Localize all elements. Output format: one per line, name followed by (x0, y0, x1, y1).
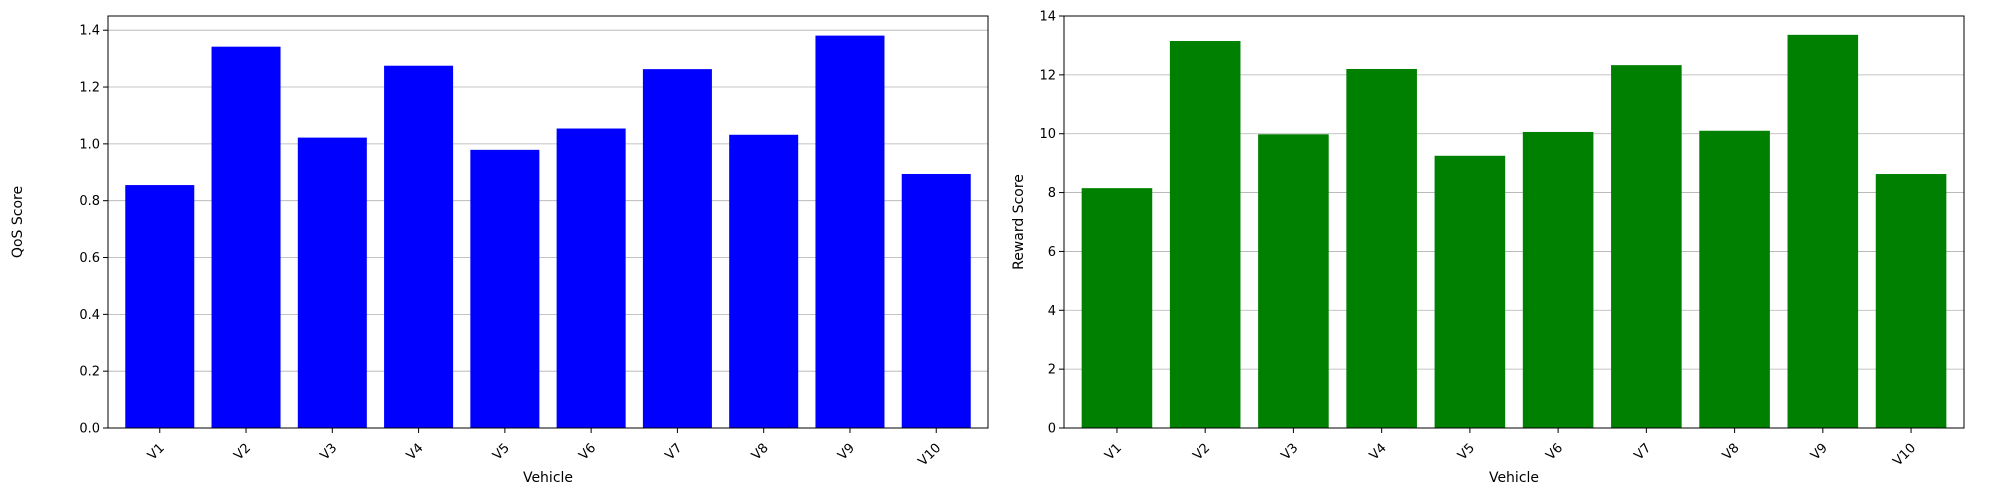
qos-ytick-label: 1.0 (79, 137, 100, 152)
qos-axes-frame (107, 15, 989, 429)
reward-axes-frame (1063, 15, 1965, 429)
reward-bar-v6 (1522, 131, 1594, 428)
qos-bar-v1 (125, 185, 195, 428)
reward-xtick-label: V2 (1190, 441, 1213, 464)
qos-xtick-label: V10 (916, 441, 945, 470)
qos-ytick-label: 0.2 (79, 365, 100, 380)
reward-xtick-label: V5 (1455, 441, 1478, 464)
qos-bar-v10 (901, 173, 971, 428)
reward-xtick-label: V10 (1890, 441, 1919, 470)
qos-subplot: 0.0 0.2 0.4 0.6 0.8 1.0 1.2 1.4 V1 V2 V3 V4 V5 V6 V7 V8… (10, 15, 989, 486)
qos-bar-v9 (815, 35, 885, 428)
qos-bar-v5 (470, 149, 540, 428)
reward-subplot: 0 2 4 6 8 10 12 14 V1 V2 V3 V4 V5 V6 V7 V8 V9 V10 Vehicle R… (1011, 10, 1965, 486)
reward-xtick-label: V6 (1543, 441, 1566, 464)
reward-ytick-label: 12 (1039, 68, 1056, 83)
qos-bar-v8 (729, 134, 799, 428)
reward-xtick-label: V7 (1632, 441, 1655, 464)
reward-xtick-label: V8 (1720, 441, 1743, 464)
reward-ytick-label: 6 (1048, 245, 1056, 260)
reward-ylabel: Reward Score (1011, 174, 1027, 270)
reward-ytick-label: 14 (1039, 10, 1056, 25)
qos-xtick-label: V6 (576, 441, 599, 464)
qos-xtick-label: V9 (835, 441, 858, 464)
reward-xtick-label: V3 (1279, 441, 1302, 464)
reward-bar-v8 (1699, 130, 1770, 428)
reward-xtick-label: V1 (1102, 441, 1125, 464)
qos-ylabel: QoS Score (10, 186, 26, 258)
qos-xlabel: Vehicle (523, 470, 573, 486)
reward-xtick-label: V9 (1808, 441, 1831, 464)
reward-bar-v2 (1169, 41, 1241, 429)
reward-xtick-label: V4 (1367, 441, 1390, 464)
reward-bar-v1 (1081, 188, 1153, 428)
reward-ytick-label: 4 (1048, 304, 1056, 319)
qos-xtick-label: V7 (663, 441, 686, 464)
reward-bar-v3 (1258, 134, 1329, 428)
reward-bar-v9 (1787, 34, 1859, 428)
reward-ytick-label: 0 (1048, 422, 1056, 437)
qos-xtick-label: V3 (318, 441, 341, 464)
qos-ytick-label: 0.6 (79, 251, 100, 266)
reward-bar-v7 (1611, 65, 1682, 428)
reward-ytick-label: 10 (1039, 127, 1056, 142)
qos-xtick-label: V1 (145, 441, 168, 464)
qos-bar-v6 (556, 128, 626, 428)
qos-bar-v2 (211, 46, 281, 429)
qos-ytick-label: 1.2 (79, 81, 100, 96)
reward-ytick-label: 8 (1048, 186, 1056, 201)
qos-ytick-label: 0.4 (79, 308, 100, 323)
qos-bar-v4 (384, 65, 454, 429)
reward-bar-v4 (1346, 68, 1417, 428)
reward-bar-v10 (1875, 174, 1947, 428)
qos-bar-v3 (297, 137, 367, 429)
reward-xlabel: Vehicle (1489, 470, 1539, 486)
qos-xtick-label: V2 (231, 441, 254, 464)
reward-ytick-label: 2 (1048, 363, 1056, 378)
qos-ytick-label: 0.8 (79, 194, 100, 209)
qos-ytick-label: 0.0 (79, 422, 100, 437)
qos-xtick-label: V4 (404, 441, 427, 464)
qos-xtick-label: V8 (749, 441, 772, 464)
reward-bar-v5 (1434, 155, 1506, 429)
qos-ytick-label: 1.4 (79, 24, 100, 39)
qos-xtick-label: V5 (490, 441, 513, 464)
qos-bar-v7 (642, 69, 712, 429)
